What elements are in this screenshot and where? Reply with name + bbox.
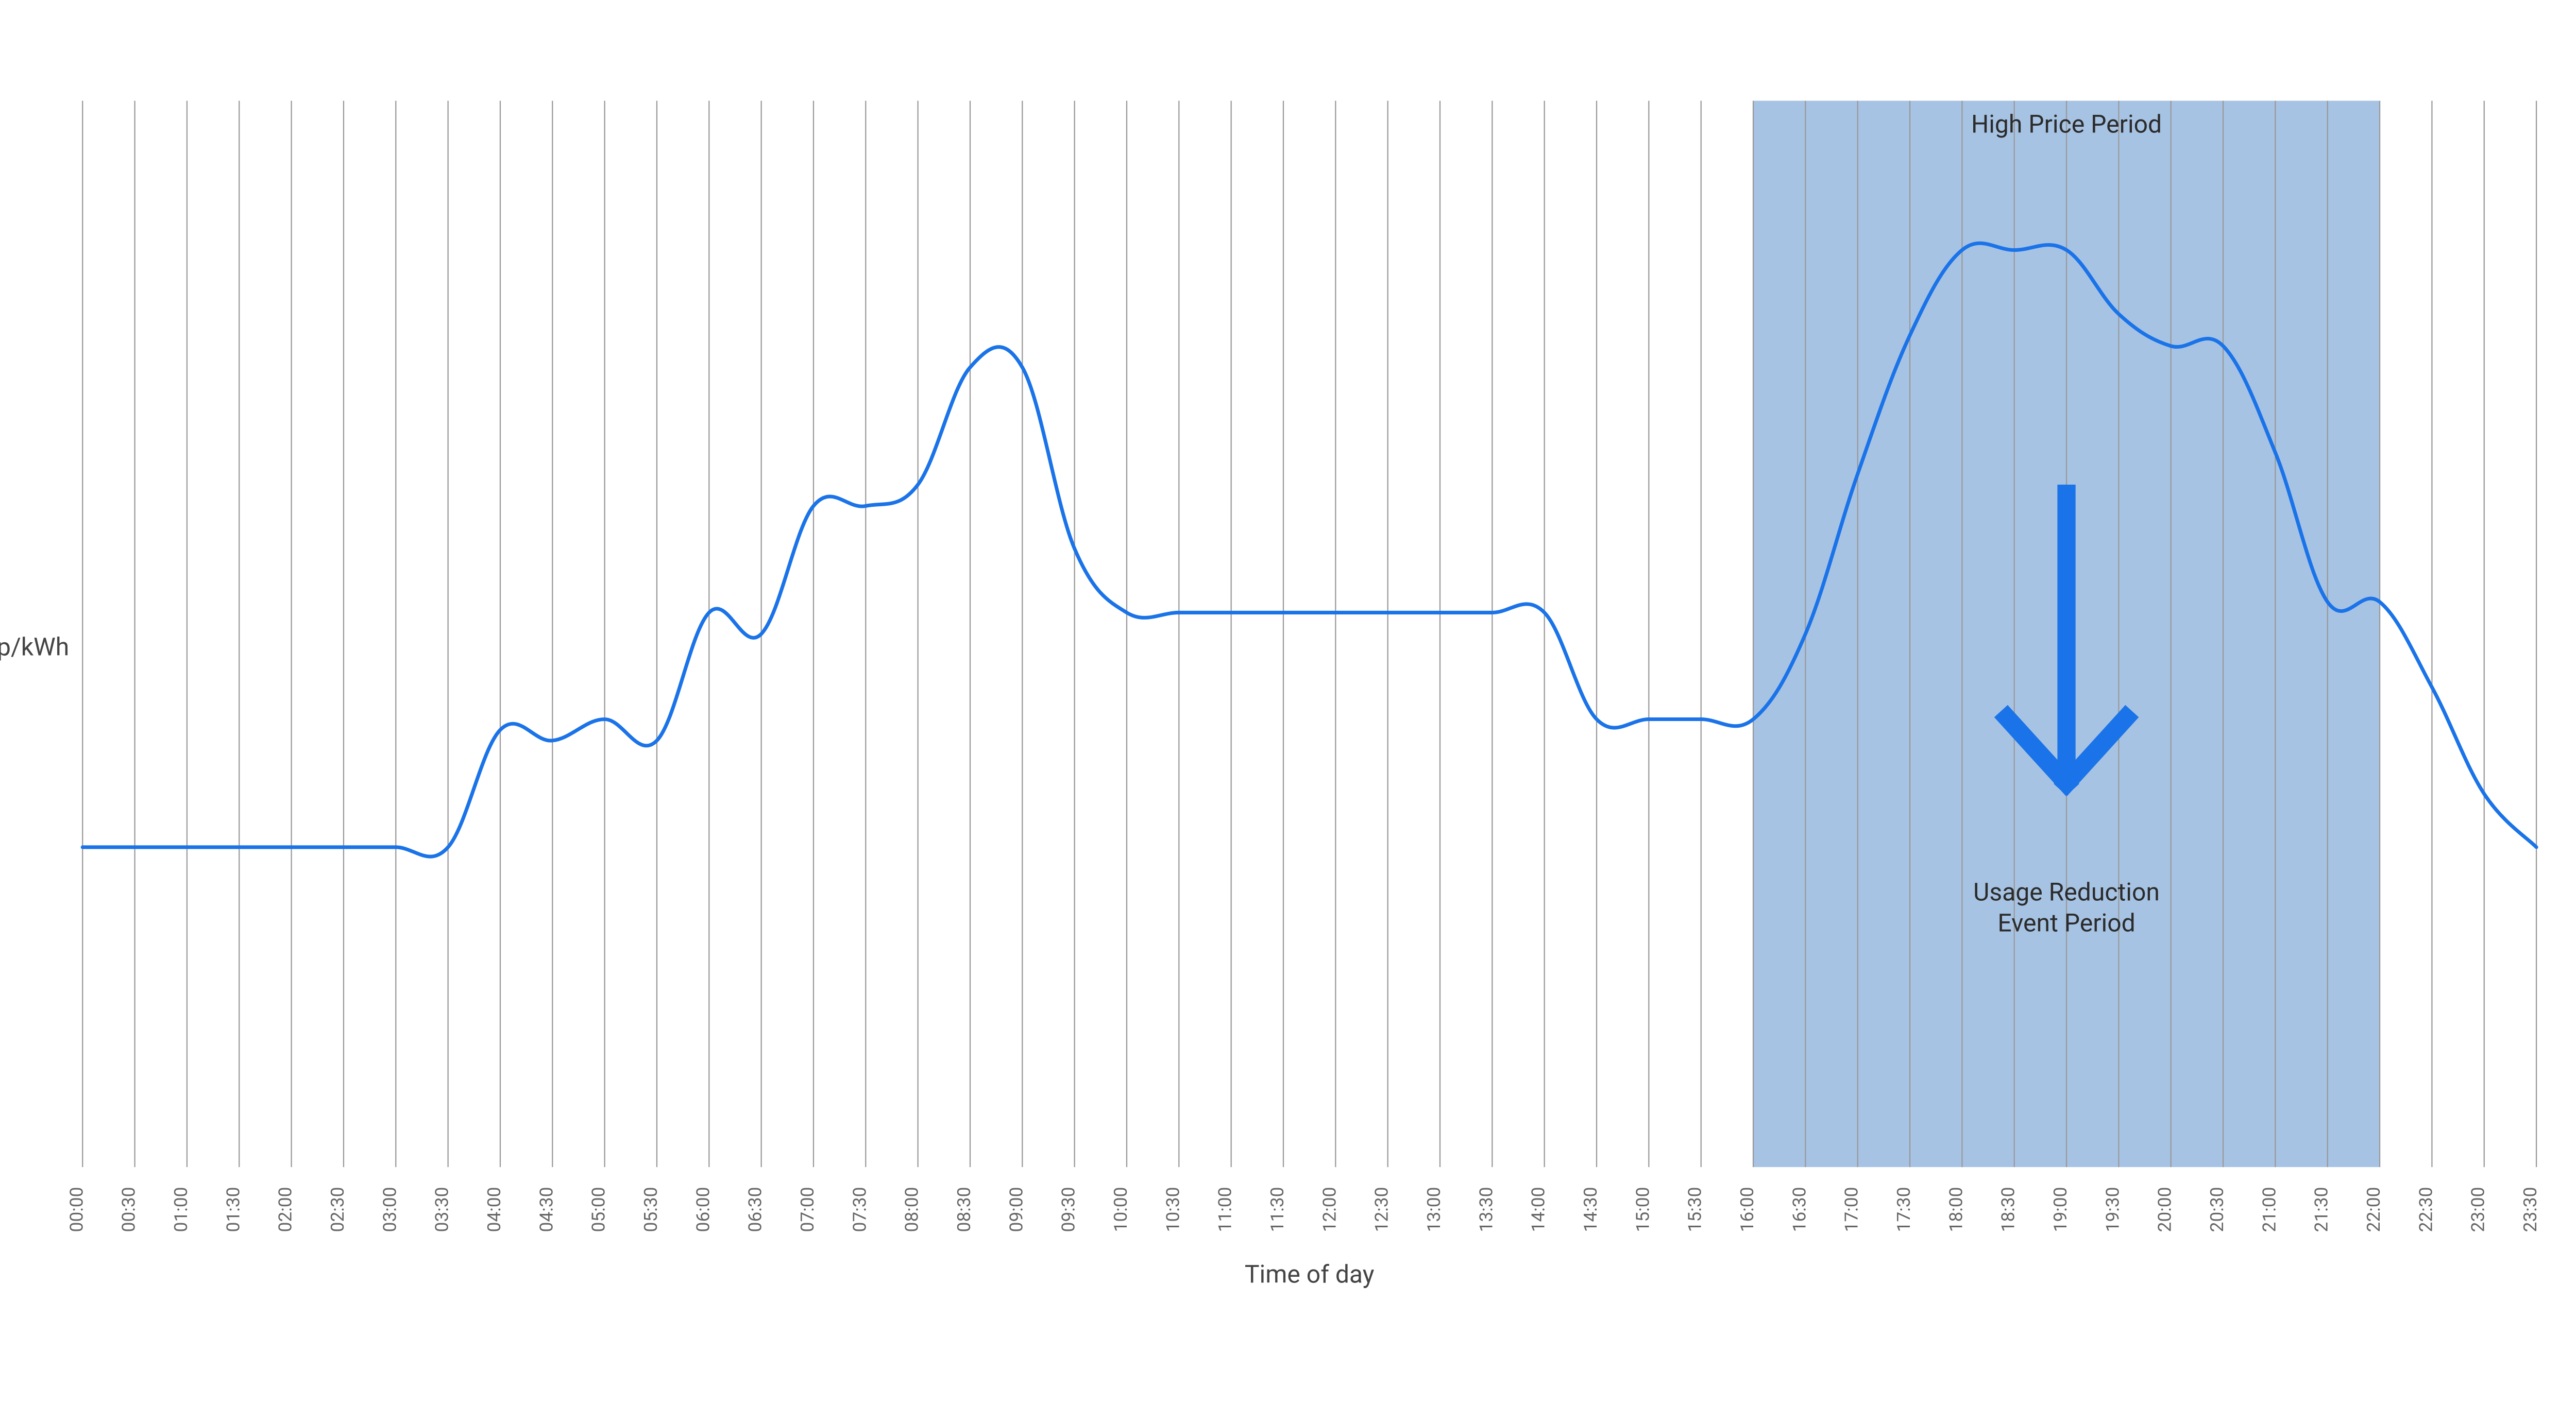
x-tick-label: 10:00 xyxy=(1110,1187,1131,1232)
x-tick-label: 21:30 xyxy=(2311,1187,2332,1232)
x-tick-label: 15:30 xyxy=(1684,1187,1706,1232)
x-tick-label: 22:30 xyxy=(2415,1187,2436,1232)
x-tick-label: 04:00 xyxy=(483,1187,505,1232)
x-tick-label: 20:30 xyxy=(2206,1187,2228,1232)
x-tick-label: 14:30 xyxy=(1580,1187,1601,1232)
x-tick-label: 17:00 xyxy=(1841,1187,1862,1232)
x-tick-label: 08:00 xyxy=(901,1187,923,1232)
x-tick-label: 07:00 xyxy=(796,1187,818,1232)
chart-canvas: 00:00 00:30 01:00 01:30 02:00 02:30 03:00 03:30… xyxy=(0,0,2576,1423)
x-tick-label: 03:30 xyxy=(431,1187,453,1232)
x-tick-label: 18:30 xyxy=(1997,1187,2019,1232)
x-tick-label: 08:30 xyxy=(953,1187,975,1232)
x-tick-label: 05:00 xyxy=(588,1187,609,1232)
x-tick-label: 16:00 xyxy=(1736,1187,1758,1232)
x-tick-label: 16:30 xyxy=(1788,1187,1810,1232)
x-tick-label: 09:00 xyxy=(1005,1187,1027,1232)
x-tick-label: 22:00 xyxy=(2363,1187,2384,1232)
x-tick-label: 00:30 xyxy=(118,1187,140,1232)
y-axis-label: p/kWh xyxy=(0,632,69,661)
x-tick-label: 06:00 xyxy=(692,1187,714,1232)
x-tick-label: 19:30 xyxy=(2102,1187,2123,1232)
x-tick-label: 01:30 xyxy=(222,1187,244,1232)
x-tick-label: 13:00 xyxy=(1423,1187,1445,1232)
energy-price-chart: 00:00 00:30 01:00 01:30 02:00 02:30 03:00 03:30… xyxy=(0,0,2576,1423)
x-tick-label: 19:00 xyxy=(2049,1187,2071,1232)
x-tick-label: 23:00 xyxy=(2467,1187,2489,1232)
x-tick-label: 02:30 xyxy=(327,1187,348,1232)
x-tick-label: 02:00 xyxy=(275,1187,296,1232)
x-tick-label: 06:30 xyxy=(744,1187,766,1232)
x-tick-label: 05:30 xyxy=(640,1187,662,1232)
x-tick-label: 15:00 xyxy=(1632,1187,1653,1232)
x-tick-label: 11:00 xyxy=(1214,1187,1236,1232)
x-tick-label: 12:00 xyxy=(1318,1187,1340,1232)
x-tick-label: 21:00 xyxy=(2258,1187,2280,1232)
x-tick-label: 17:30 xyxy=(1893,1187,1914,1232)
x-tick-label: 00:00 xyxy=(65,1187,87,1232)
x-tick-label: 12:30 xyxy=(1371,1187,1393,1232)
x-tick-label: 11:30 xyxy=(1266,1187,1288,1232)
x-tick-label: 14:00 xyxy=(1528,1187,1549,1232)
x-tick-label: 03:00 xyxy=(379,1187,400,1232)
x-tick-label: 23:30 xyxy=(2519,1187,2541,1232)
x-tick-label: 20:00 xyxy=(2154,1187,2176,1232)
x-tick-label: 18:00 xyxy=(1945,1187,1967,1232)
x-tick-label: 10:30 xyxy=(1162,1187,1183,1232)
x-tick-label: 01:00 xyxy=(170,1187,192,1232)
high-price-label: High Price Period xyxy=(1971,110,2162,139)
x-tick-label: 04:30 xyxy=(535,1187,557,1232)
x-tick-label: 07:30 xyxy=(849,1187,870,1232)
x-axis-label: Time of day xyxy=(1245,1259,1375,1289)
x-tick-label: 09:30 xyxy=(1058,1187,1079,1232)
x-tick-label: 13:30 xyxy=(1475,1187,1497,1232)
